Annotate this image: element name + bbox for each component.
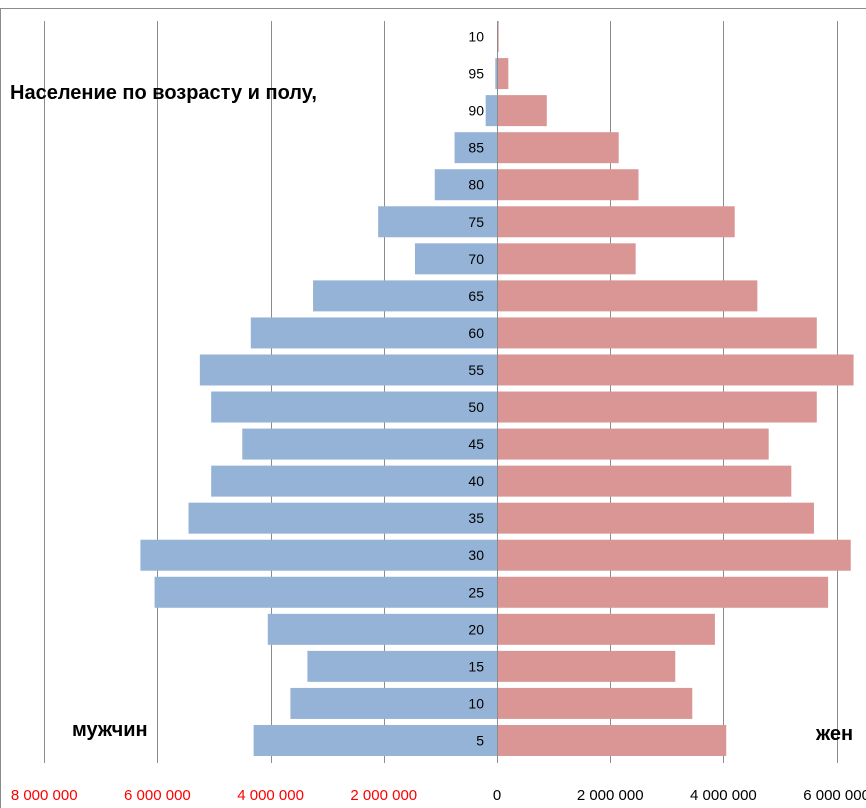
age-label: 5 [476,732,484,748]
male-bar [434,169,497,201]
age-label: 85 [468,140,484,156]
chart-frame [0,8,866,808]
x-axis-tick-labels: 8 000 000 6 000 000 4 000 000 2 000 000 0 2 0… [11,787,866,804]
age-label: 10 [468,29,484,45]
male-bar [211,465,498,497]
female-bar [497,650,676,682]
female-bar [497,206,735,238]
x-tick-label: 4 000 000 [690,787,757,804]
male-bar [307,650,497,682]
bars [140,21,854,763]
x-tick-label: 0 [493,787,501,804]
female-bar [497,539,851,571]
female-bar [497,465,792,497]
female-bar [497,502,814,534]
age-label: 90 [468,103,484,119]
female-bar [497,428,769,460]
age-label: 25 [468,584,484,600]
age-label: 10 [468,695,484,711]
male-bar [140,539,498,571]
age-label: 15 [468,658,484,674]
age-label: 30 [468,547,484,563]
male-bar [267,613,497,645]
age-label: 50 [468,399,484,415]
male-bar [188,502,497,534]
male-bar [154,576,497,608]
female-bar [497,280,758,312]
x-tick-label: 8 000 000 [11,787,78,804]
male-label: мужчин [72,719,148,741]
male-bar [454,132,497,164]
male-bar [242,428,497,460]
female-bar [497,687,693,719]
male-bar [211,391,498,423]
female-bar [497,95,547,127]
male-bar [414,243,497,275]
chart-title: Население по возрасту и полу, [10,82,317,104]
female-bar [497,724,727,756]
age-label: 75 [468,214,484,230]
age-label: 95 [468,66,484,82]
female-bar [497,317,817,349]
male-bar [250,317,497,349]
female-bar [497,169,639,201]
female-bar [497,613,715,645]
female-bar [497,354,854,386]
x-tick-label: 2 000 000 [350,787,417,804]
age-label: 35 [468,510,484,526]
age-label: 65 [468,288,484,304]
female-bar [497,576,829,608]
age-label: 55 [468,362,484,378]
male-bar [378,206,497,238]
age-label: 80 [468,177,484,193]
age-label: 40 [468,473,484,489]
male-bar [495,58,497,90]
female-label: жен [816,723,854,745]
x-tick-label: 6 000 000 [803,787,866,804]
age-label: 60 [468,325,484,341]
x-tick-label: 2 000 000 [577,787,644,804]
age-label: 70 [468,251,484,267]
male-bar [199,354,497,386]
age-labels: 5 10 15 20 25 30 35 40 45 50 55 60 65 70 75 80 85 90 95 10 [468,29,484,749]
female-bar [497,132,619,164]
male-bar [253,724,497,756]
female-bar [497,243,636,275]
male-bar [485,95,497,127]
male-bar [290,687,497,719]
female-bar [497,58,509,90]
male-bar [313,280,497,312]
x-tick-label: 4 000 000 [237,787,304,804]
age-label: 20 [468,621,484,637]
female-bar [497,391,817,423]
x-tick-label: 6 000 000 [124,787,191,804]
age-label: 45 [468,436,484,452]
